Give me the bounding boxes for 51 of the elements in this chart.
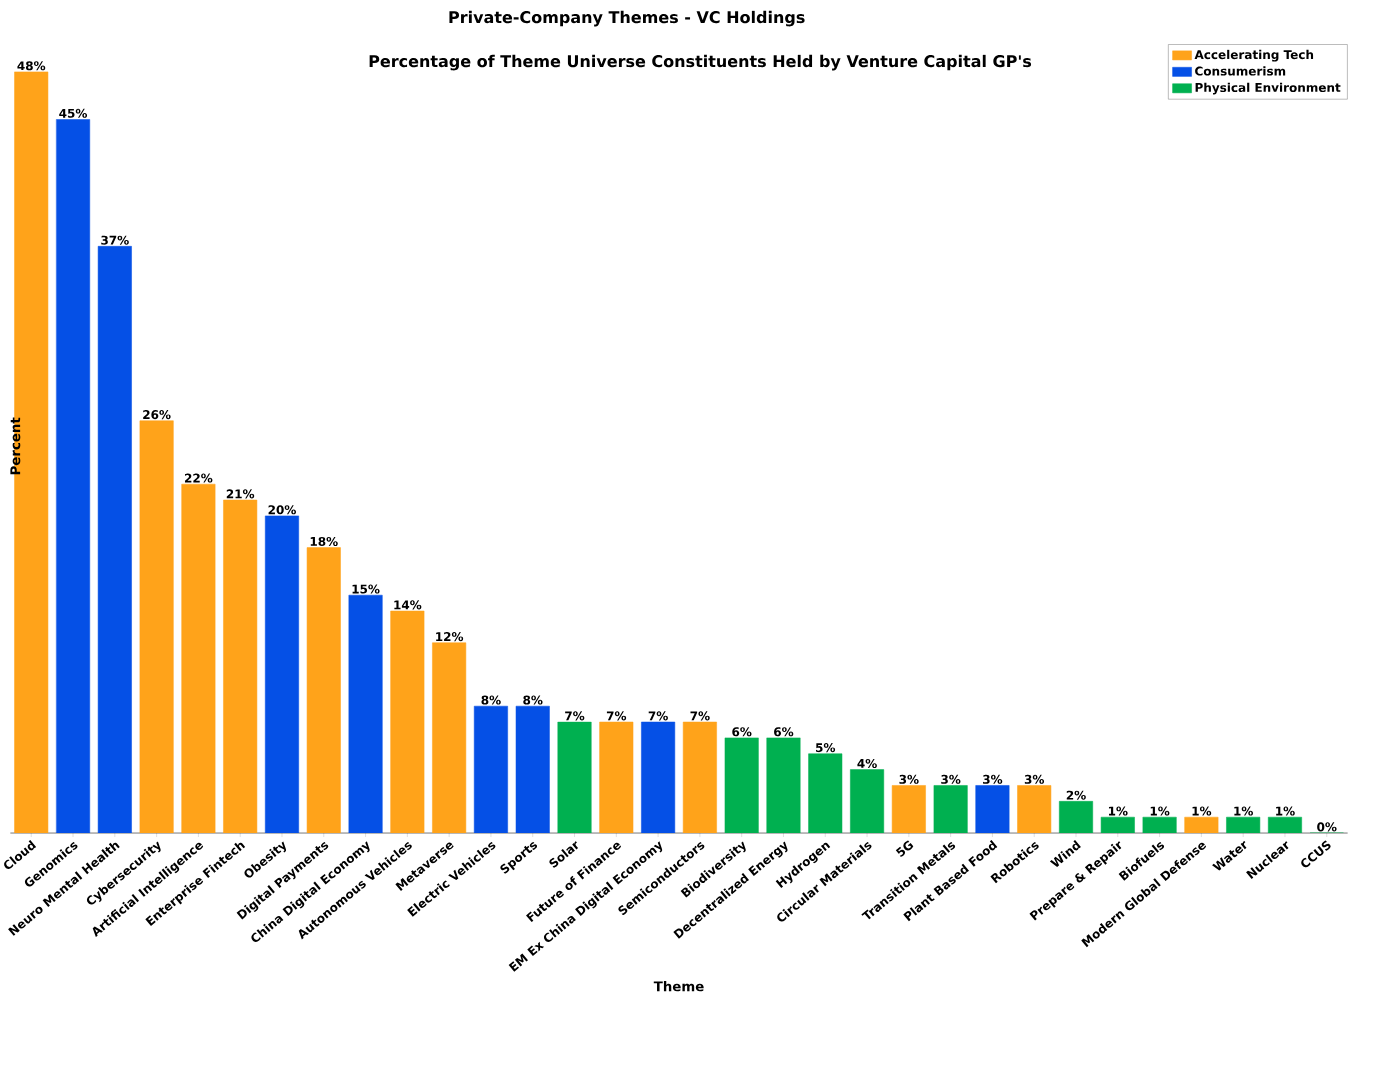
data-label: 3% [899,774,919,784]
legend-label: Physical Environment [1195,82,1341,95]
data-label: 3% [941,774,961,784]
bar [1017,785,1052,834]
bar [223,499,258,834]
data-label: 22% [184,473,213,483]
data-label: 1% [1276,806,1295,816]
bar [181,483,216,834]
bar [139,420,174,834]
data-label: 7% [606,711,627,721]
data-label: 8% [481,695,501,705]
bar [432,642,467,834]
data-label: 7% [565,711,585,721]
data-label: 26% [143,410,171,420]
data-label: 4% [857,758,877,769]
data-label: 3% [1024,774,1045,784]
legend-label: Accelerating Tech [1194,49,1314,62]
x-tick-label: 5G [895,840,914,857]
data-label: 14% [394,600,422,610]
data-label: 1% [1192,806,1212,816]
data-label: 7% [690,711,710,721]
data-label: 12% [436,632,464,642]
data-label: 3% [983,774,1003,784]
data-label: 45% [59,108,88,118]
bar [306,547,341,834]
bar [599,721,634,834]
data-label: 15% [352,584,380,594]
bar [891,785,926,834]
data-label: 6% [732,727,752,737]
data-label: 48% [17,61,46,71]
data-label: 0% [1317,822,1337,832]
y-axis-title: Percent [10,417,21,475]
data-label: 5% [816,743,836,753]
bar [390,610,425,834]
chart-title: Private-Company Themes - VC Holdings [449,10,805,27]
legend-label: Consumerism [1195,66,1286,76]
data-label: 7% [648,711,668,721]
data-label: 37% [101,235,129,245]
data-label: 21% [226,489,255,499]
data-label: 1% [1234,806,1253,816]
chart-subtitle: Percentage of Theme Universe Constituents Held by Venture Capital GP's [369,54,1032,71]
data-label: 2% [1066,790,1086,800]
data-label: 1% [1150,806,1170,816]
bar [1184,816,1219,834]
x-axis-title: Theme [653,981,704,992]
data-label: 18% [310,536,338,547]
data-label: 20% [268,505,296,515]
data-label: 1% [1108,806,1128,816]
data-label: 6% [774,727,794,737]
bar [682,721,717,834]
data-label: 8% [523,695,543,705]
